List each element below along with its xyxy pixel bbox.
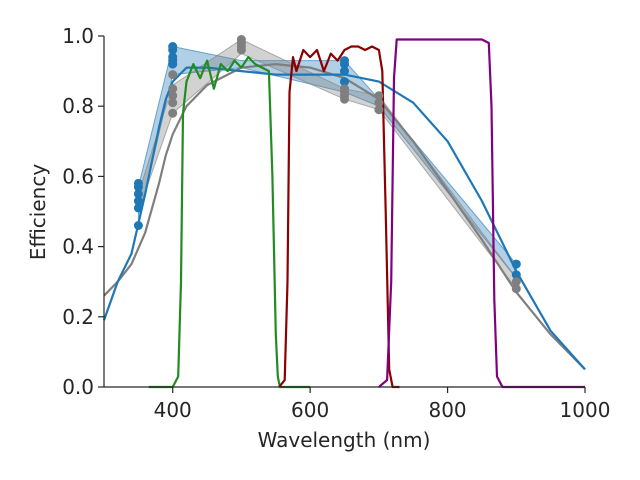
blue-point — [168, 52, 178, 62]
gray-point — [168, 108, 178, 118]
blue-point — [133, 196, 143, 206]
blue-point — [340, 56, 349, 66]
x-tick-label: 1000 — [560, 398, 611, 422]
blue-point — [340, 77, 349, 87]
blue-point — [168, 42, 178, 51]
blue-point — [133, 203, 143, 213]
blue-point — [340, 66, 349, 76]
green-filter — [148, 55, 311, 389]
gray-point — [511, 284, 521, 294]
x-axis-label: Wavelength (nm) — [258, 428, 431, 452]
series-lines — [102, 38, 586, 389]
gray-point — [236, 35, 246, 44]
y-tick-label: 0.2 — [62, 305, 94, 329]
y-tick-label: 0.8 — [62, 94, 94, 118]
gray-point — [168, 70, 178, 80]
blue-point — [511, 259, 521, 269]
red-filter — [278, 45, 400, 389]
gray-point — [374, 105, 384, 115]
scatter-points — [133, 35, 521, 294]
gray-point — [511, 277, 521, 287]
blue-point — [511, 270, 521, 280]
gray-point — [168, 84, 178, 94]
axis-ticks: 400 600 800 1000 0.0 0.2 0.4 0.6 0.8 1.0 — [62, 24, 610, 422]
y-tick-label: 1.0 — [62, 24, 94, 48]
x-tick-label: 800 — [428, 398, 466, 422]
y-tick-label: 0.0 — [62, 375, 94, 399]
blue-point — [133, 178, 143, 188]
y-tick-label: 0.4 — [62, 235, 94, 259]
gray-point — [168, 98, 178, 108]
blue-point — [133, 221, 143, 230]
gray-point — [340, 84, 349, 94]
y-axis-label: Efficiency — [26, 164, 50, 261]
gray-point — [168, 91, 178, 101]
x-tick-label: 600 — [291, 398, 329, 422]
purple-filter — [378, 38, 585, 389]
y-tick-label: 0.6 — [62, 164, 94, 188]
gray-point — [374, 91, 384, 101]
blue-point — [133, 189, 143, 199]
gray-point — [374, 98, 384, 108]
x-tick-label: 400 — [154, 398, 192, 422]
blue-curve — [102, 66, 586, 371]
